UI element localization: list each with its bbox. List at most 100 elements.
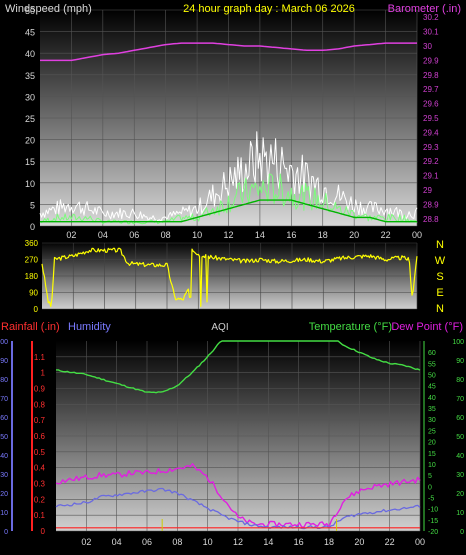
temp-tick-label: -10 bbox=[428, 507, 438, 514]
time-tick-label: 16 bbox=[294, 537, 304, 547]
time-tick-label: 08 bbox=[161, 230, 171, 240]
tick-labels: 0510152025303540455028.828.92929.129.229… bbox=[0, 6, 464, 547]
baro-tick-label: 29.7 bbox=[423, 85, 439, 94]
humidity-right-tick-label: 30 bbox=[456, 472, 464, 479]
humidity-tick-label: 50 bbox=[0, 434, 8, 441]
temp-tick-label: 40 bbox=[428, 395, 436, 402]
rain-tick-label: 0.8 bbox=[34, 400, 46, 409]
wind-tick-label: 30 bbox=[25, 92, 35, 102]
rain-tick-label: 0.2 bbox=[34, 495, 46, 504]
time-tick-label: 08 bbox=[172, 537, 182, 547]
humidity-right-tick-label: 70 bbox=[456, 396, 464, 403]
rain-tick-label: 0.7 bbox=[34, 416, 46, 425]
windspeed-axis-title: Windspeed (mph) bbox=[5, 3, 92, 15]
humidity-right-tick-label: 40 bbox=[456, 453, 464, 460]
humidity-tick-label: 20 bbox=[0, 491, 8, 498]
temp-tick-label: 15 bbox=[428, 451, 436, 458]
temp-tick-label: 55 bbox=[428, 361, 436, 368]
baro-tick-label: 29.4 bbox=[423, 128, 439, 137]
temp-tick-label: -20 bbox=[428, 529, 438, 536]
temp-tick-label: 45 bbox=[428, 384, 436, 391]
wind-tick-label: 50 bbox=[25, 6, 35, 16]
time-tick-label: 02 bbox=[81, 537, 91, 547]
baro-tick-label: 30.2 bbox=[423, 13, 439, 22]
rain-tick-label: 0.4 bbox=[34, 464, 46, 473]
rain-tick-label: 1 bbox=[41, 369, 46, 378]
temperature-line bbox=[56, 340, 421, 394]
rain-tick-label: 0.3 bbox=[34, 480, 46, 489]
humidity-right-tick-label: 50 bbox=[456, 434, 464, 441]
humidity-right-tick-label: 10 bbox=[456, 510, 464, 517]
humidity-tick-label: 80 bbox=[0, 377, 8, 384]
compass-label: N bbox=[436, 239, 444, 251]
aqi-label: AQI bbox=[211, 322, 228, 333]
time-tick-label: 04 bbox=[112, 537, 122, 547]
temperature-axis-title: Temperature (°F) bbox=[309, 321, 392, 333]
time-tick-label: 10 bbox=[192, 230, 202, 240]
humidity-right-tick-label: 100 bbox=[452, 339, 464, 346]
temp-tick-label: 60 bbox=[428, 350, 436, 357]
baro-tick-label: 29.9 bbox=[423, 56, 439, 65]
humidity-right-tick-label: 0 bbox=[460, 529, 464, 536]
time-tick-label: 06 bbox=[129, 230, 139, 240]
temp-tick-label: 50 bbox=[428, 373, 436, 380]
wind-direction-line bbox=[41, 247, 418, 307]
direction-tick-label: 90 bbox=[29, 289, 38, 298]
climate-grid bbox=[56, 341, 421, 532]
wind-tick-label: 10 bbox=[25, 179, 35, 189]
baro-tick-label: 29.8 bbox=[423, 71, 439, 80]
baro-tick-label: 29.2 bbox=[423, 157, 439, 166]
time-tick-label: 22 bbox=[381, 230, 391, 240]
direction-tick-label: 360 bbox=[25, 239, 39, 248]
wind-speed-line bbox=[39, 173, 418, 225]
dewpoint-line bbox=[55, 463, 421, 528]
temp-tick-label: -5 bbox=[428, 495, 434, 502]
rainfall-axis-title: Rainfall (.in) bbox=[1, 321, 60, 333]
time-tick-label: 06 bbox=[142, 537, 152, 547]
humidity-tick-label: 10 bbox=[0, 510, 8, 517]
rain-tick-label: 1.1 bbox=[34, 353, 46, 362]
humidity-tick-label: 60 bbox=[0, 415, 8, 422]
rain-tick-label: 0.5 bbox=[34, 448, 46, 457]
wind-series bbox=[39, 42, 418, 225]
humidity-axis-title: Humidity bbox=[68, 321, 111, 333]
time-tick-label: 18 bbox=[318, 230, 328, 240]
direction-tick-label: 270 bbox=[25, 256, 39, 265]
humidity-tick-label: 0 bbox=[4, 529, 8, 536]
time-tick-label: 20 bbox=[349, 230, 359, 240]
wind-tick-label: 35 bbox=[25, 71, 35, 81]
time-tick-label: 12 bbox=[223, 230, 233, 240]
temp-tick-label: 30 bbox=[428, 417, 436, 424]
time-tick-label: 00 bbox=[412, 230, 422, 240]
time-tick-label: 00 bbox=[415, 537, 425, 547]
time-tick-label: 02 bbox=[66, 230, 76, 240]
humidity-right-tick-label: 90 bbox=[456, 358, 464, 365]
rain-tick-label: 0.6 bbox=[34, 432, 46, 441]
time-tick-label: 20 bbox=[354, 537, 364, 547]
humidity-tick-label: 30 bbox=[0, 472, 8, 479]
compass-label: E bbox=[436, 287, 443, 299]
humidity-line bbox=[55, 487, 421, 530]
baro-tick-label: 29.6 bbox=[423, 100, 439, 109]
rain-tick-label: 0.9 bbox=[34, 385, 46, 394]
time-tick-label: 12 bbox=[233, 537, 243, 547]
climate-series bbox=[55, 340, 421, 531]
compass-label: S bbox=[436, 271, 443, 283]
compass-label: N bbox=[436, 303, 444, 315]
wind-tick-label: 20 bbox=[25, 136, 35, 146]
humidity-tick-label: 90 bbox=[0, 358, 8, 365]
chart-title: 24 hour graph day : March 06 2026 bbox=[183, 3, 355, 15]
baro-tick-label: 28.8 bbox=[423, 215, 439, 224]
direction-series bbox=[41, 247, 418, 307]
wind-tick-label: 45 bbox=[25, 28, 35, 38]
time-tick-label: 14 bbox=[255, 230, 265, 240]
baro-tick-label: 28.9 bbox=[423, 200, 439, 209]
humidity-tick-label: 100 bbox=[0, 339, 8, 346]
baro-tick-label: 30 bbox=[423, 42, 432, 51]
baro-tick-label: 29.1 bbox=[423, 172, 439, 181]
wind-tick-label: 25 bbox=[25, 114, 35, 124]
compass-label: W bbox=[435, 255, 446, 267]
temp-tick-label: 0 bbox=[428, 484, 432, 491]
humidity-tick-label: 70 bbox=[0, 396, 8, 403]
